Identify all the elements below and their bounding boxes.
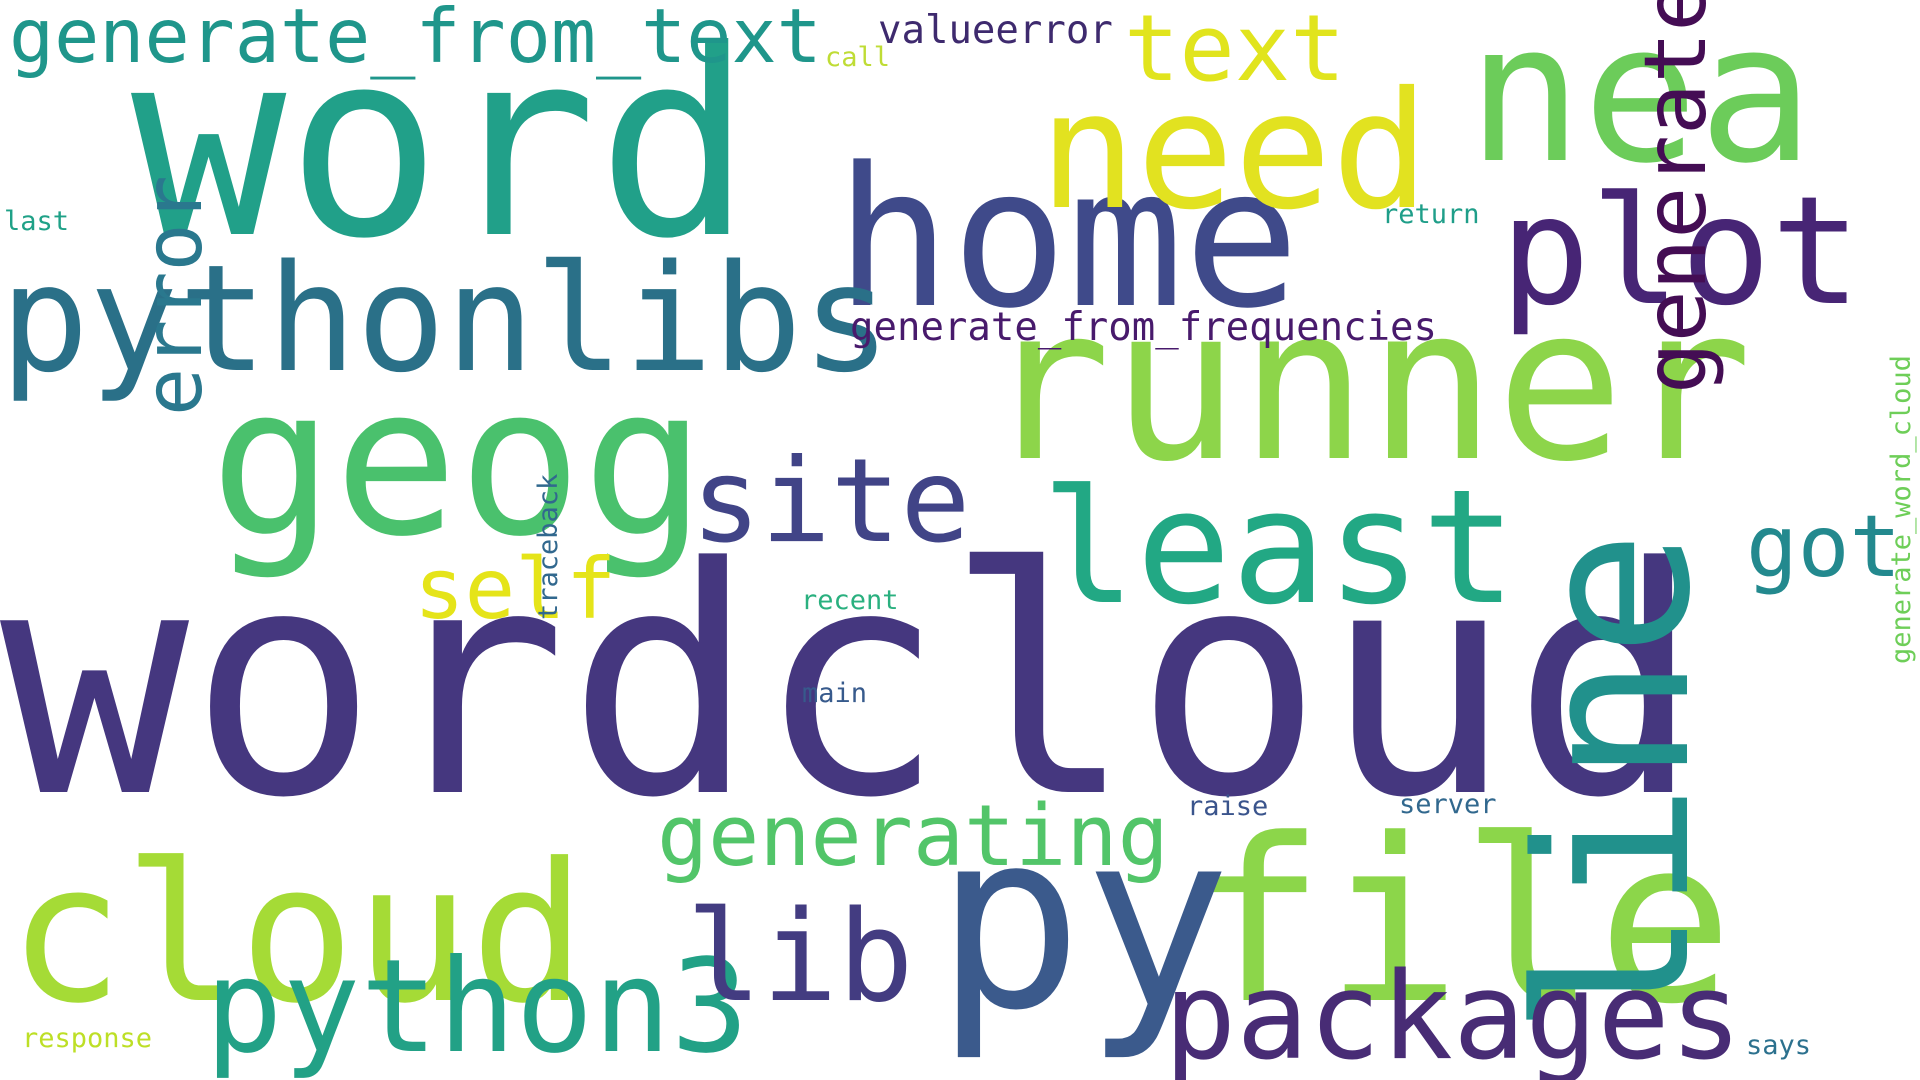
word-geog: geog — [210, 342, 706, 582]
word-packages: packages — [1164, 948, 1742, 1080]
word-self: self — [414, 540, 616, 638]
word-main: main — [802, 678, 867, 709]
word-got: got — [1746, 497, 1901, 597]
word-runner: runner — [983, 261, 1752, 509]
word-word: word — [131, 0, 752, 295]
word-generating: generating — [657, 787, 1169, 886]
word-python3: python3 — [205, 932, 749, 1080]
word-line: line — [1492, 530, 1737, 1036]
word-valueerror: valueerror — [878, 8, 1113, 53]
word-generate-from-text: generate_from_text — [9, 0, 822, 80]
word-last: last — [4, 206, 69, 237]
word-nea: nea — [1467, 0, 1814, 206]
word-server: server — [1399, 789, 1497, 820]
word-plot: plot — [1500, 165, 1861, 339]
word-error: error — [127, 175, 220, 416]
word-recent: recent — [801, 585, 899, 616]
word-generate-word-cloud: generate_word_cloud — [1886, 355, 1917, 664]
word-return: return — [1382, 199, 1480, 230]
word-home: home — [835, 126, 1300, 351]
word-response: response — [22, 1023, 152, 1054]
word-generate: generate — [1626, 0, 1726, 394]
word-py: py — [935, 779, 1231, 1065]
word-site: site — [691, 434, 970, 569]
word-need: need — [1039, 58, 1429, 246]
word-least: least — [1041, 456, 1517, 640]
word-call: call — [825, 42, 890, 73]
word-cloud: cloud — [8, 823, 586, 1046]
word-lib: lib — [686, 883, 914, 1030]
word-text: text — [1124, 0, 1346, 102]
word-traceback: traceback — [533, 474, 564, 620]
word-says: says — [1746, 1030, 1811, 1061]
word-file: file — [1189, 791, 1733, 1054]
word-generate-from-frequencies: generate_from_frequencies — [850, 305, 1437, 350]
word-raise: raise — [1187, 791, 1268, 822]
word-pythonlibs: pythonlibs — [0, 233, 891, 405]
word-wordcloud: wordcloud — [0, 502, 1701, 867]
